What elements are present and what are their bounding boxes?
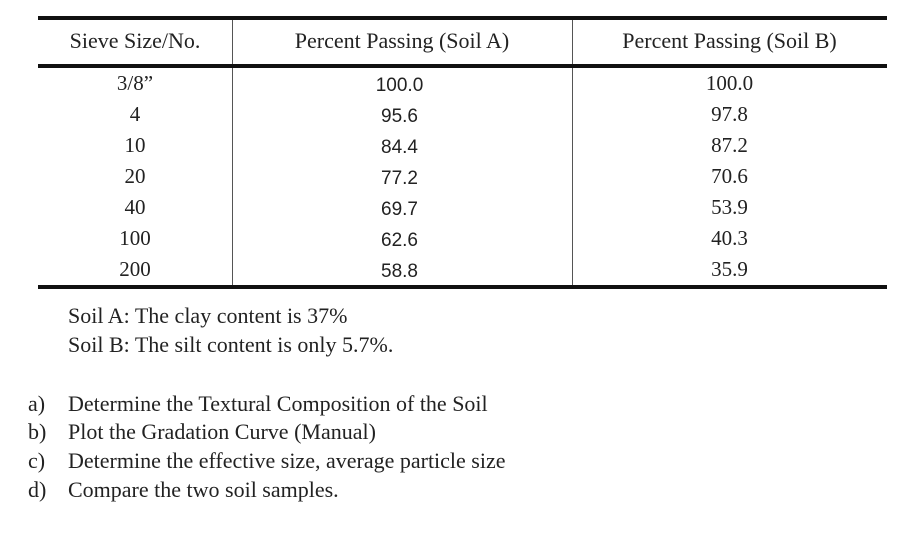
question-marker: d) bbox=[28, 477, 47, 502]
table-row: 40 69.7 53.9 bbox=[0, 197, 907, 228]
soil-a-cell: 84.4 bbox=[381, 137, 418, 158]
table-row: 20 77.2 70.6 bbox=[0, 166, 907, 197]
sieve-size-cell: 4 bbox=[129, 102, 141, 126]
sieve-size-cell: 3/8” bbox=[116, 71, 154, 95]
soil-a-cell: 100.0 bbox=[375, 75, 424, 96]
question-text: Determine the effective size, average pa… bbox=[68, 448, 506, 473]
soil-b-cell: 35.9 bbox=[711, 257, 748, 281]
soil-a-cell: 95.6 bbox=[381, 106, 418, 127]
table-row: 3/8” 100.0 100.0 bbox=[0, 73, 907, 104]
column-divider bbox=[232, 20, 233, 64]
table-row: 4 95.6 97.8 bbox=[0, 104, 907, 135]
table-row: 200 58.8 35.9 bbox=[0, 259, 907, 290]
header-percent-passing-soil-a: Percent Passing (Soil A) bbox=[294, 28, 510, 53]
soil-b-note: Soil B: The silt content is only 5.7%. bbox=[68, 332, 394, 357]
header-sieve-size: Sieve Size/No. bbox=[69, 28, 201, 53]
sieve-size-cell: 100 bbox=[119, 226, 151, 250]
sieve-size-cell: 20 bbox=[124, 164, 146, 188]
soil-b-cell: 97.8 bbox=[711, 102, 748, 126]
table-row: 100 62.6 40.3 bbox=[0, 228, 907, 259]
sieve-size-cell: 10 bbox=[124, 133, 146, 157]
question-marker: c) bbox=[28, 448, 46, 473]
soil-a-note: Soil A: The clay content is 37% bbox=[68, 303, 348, 328]
question-item: d) Compare the two soil samples. bbox=[28, 479, 339, 501]
soil-a-cell: 77.2 bbox=[381, 168, 418, 189]
question-item: b) Plot the Gradation Curve (Manual) bbox=[28, 421, 376, 443]
header-percent-passing-soil-b: Percent Passing (Soil B) bbox=[622, 28, 837, 53]
question-item: c) Determine the effective size, average … bbox=[28, 450, 506, 472]
sieve-size-cell: 200 bbox=[119, 257, 151, 281]
table-bottom-rule bbox=[38, 285, 887, 289]
column-divider bbox=[232, 68, 233, 285]
question-text: Plot the Gradation Curve (Manual) bbox=[68, 419, 376, 444]
soil-b-cell: 40.3 bbox=[711, 226, 748, 250]
question-marker: b) bbox=[28, 419, 47, 444]
column-divider bbox=[572, 68, 573, 285]
table-top-rule bbox=[38, 16, 887, 20]
table-header-rule bbox=[38, 64, 887, 68]
soil-b-cell: 87.2 bbox=[711, 133, 748, 157]
question-text: Compare the two soil samples. bbox=[68, 477, 339, 502]
sieve-size-cell: 40 bbox=[124, 195, 146, 219]
table-row: 10 84.4 87.2 bbox=[0, 135, 907, 166]
soil-b-cell: 100.0 bbox=[705, 71, 754, 95]
soil-b-cell: 53.9 bbox=[711, 195, 748, 219]
soil-a-cell: 62.6 bbox=[381, 230, 418, 251]
soil-b-cell: 70.6 bbox=[711, 164, 748, 188]
column-divider bbox=[572, 20, 573, 64]
soil-a-cell: 69.7 bbox=[381, 199, 418, 220]
question-marker: a) bbox=[28, 391, 46, 416]
question-item: a) Determine the Textural Composition of … bbox=[28, 393, 488, 415]
soil-a-cell: 58.8 bbox=[381, 261, 418, 282]
question-text: Determine the Textural Composition of th… bbox=[68, 391, 488, 416]
